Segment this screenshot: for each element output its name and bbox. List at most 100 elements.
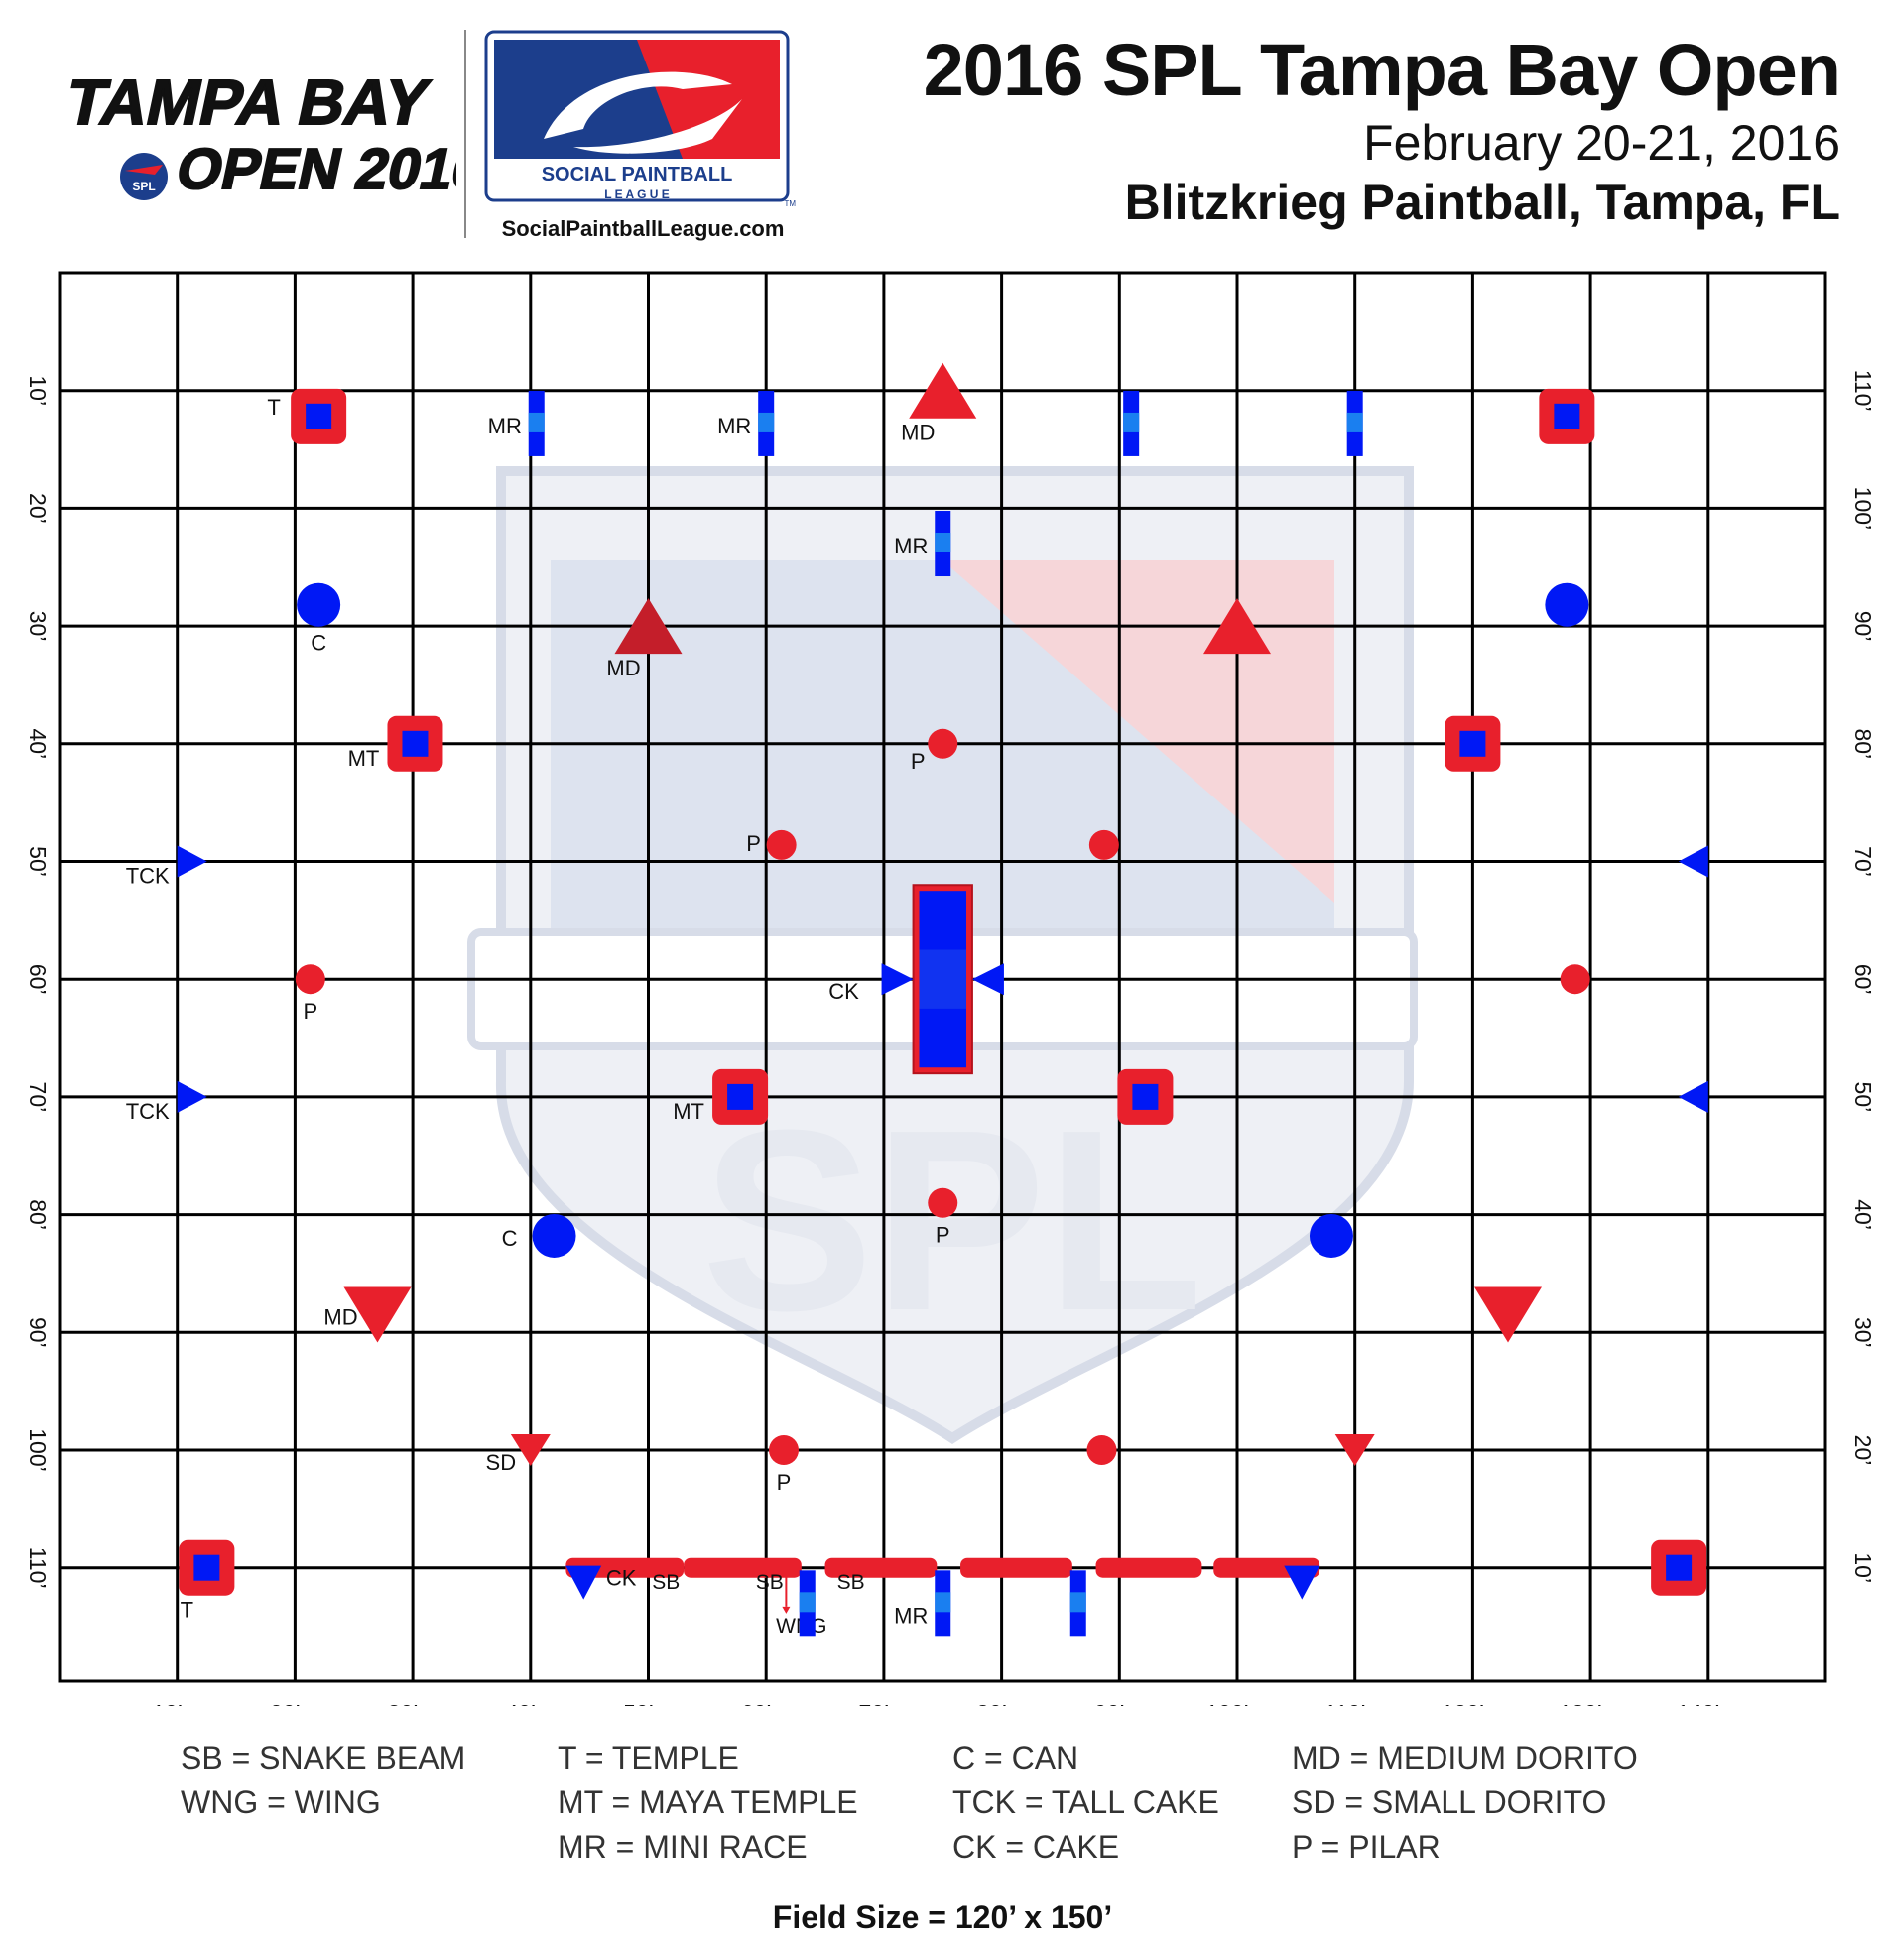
left-tick-label: 80’ — [25, 1199, 51, 1230]
temple-bunker-core — [193, 1554, 220, 1581]
medium-dorito-bunker — [909, 362, 977, 419]
x-tick-label: 50’ — [623, 1700, 654, 1706]
bunker-label: P — [936, 1223, 950, 1248]
legend-item: T = TEMPLE — [558, 1740, 739, 1776]
header-divider — [464, 30, 466, 238]
bunker-label: CK — [606, 1566, 637, 1591]
pillar-bunker — [769, 1435, 800, 1465]
x-tick-label: 140’ — [1677, 1700, 1719, 1706]
svg-text:SOCIAL PAINTBALL: SOCIAL PAINTBALL — [542, 164, 733, 185]
bunker-label: MT — [673, 1099, 704, 1124]
medium-dorito-bunker — [614, 598, 683, 655]
left-tick-label: 10’ — [25, 375, 51, 406]
mini-race-bunker-band — [935, 533, 951, 553]
x-tick-label: 110’ — [1324, 1700, 1366, 1706]
wing-arrowhead-icon — [782, 1606, 791, 1614]
snake-beam-label: SB — [756, 1571, 784, 1594]
legend-item: C = CAN — [952, 1740, 1079, 1776]
bunker-label: P — [746, 831, 761, 856]
snake-beam-label: SB — [837, 1571, 865, 1594]
bunker-label: MR — [894, 1603, 928, 1628]
header: TAMPA BAY OPEN 2016 SPL SOCIAL PAINTBALL… — [0, 0, 1885, 258]
cake-bunker — [881, 963, 914, 996]
mini-race-bunker-band — [1346, 412, 1363, 432]
tall-cake-bunker — [177, 1080, 207, 1113]
x-tick-label: 30’ — [388, 1700, 419, 1706]
right-tick-label: 70’ — [1850, 846, 1876, 877]
x-tick-label: 80’ — [976, 1700, 1007, 1706]
left-tick-label: 70’ — [25, 1082, 51, 1113]
event-dates: February 20-21, 2016 — [1363, 115, 1840, 171]
legend-column-1: SB = SNAKE BEAM WNG = WING — [181, 1736, 465, 1825]
snake-beam-segment — [684, 1557, 802, 1578]
bunker-label: MD — [323, 1304, 357, 1329]
right-tick-label: 90’ — [1850, 611, 1876, 642]
x-tick-label: 10’ — [152, 1700, 183, 1706]
left-tick-label: 60’ — [25, 964, 51, 995]
left-tick-label: 100’ — [25, 1428, 51, 1471]
event-title: 2016 SPL Tampa Bay Open — [923, 29, 1841, 111]
bunker-label: T — [181, 1598, 193, 1623]
bunker-label: MD — [901, 421, 935, 445]
maya-temple-bunker-core — [1459, 730, 1486, 757]
medium-dorito-bunker — [1203, 598, 1271, 655]
x-tick-label: 130’ — [1559, 1700, 1601, 1706]
pillar-bunker — [928, 728, 958, 759]
site-url: SocialPaintballLeague.com — [501, 216, 785, 241]
small-dorito-bunker — [510, 1434, 551, 1466]
svg-text:TM: TM — [784, 199, 796, 208]
can-bunker — [1545, 582, 1589, 627]
bunker-label: TCK — [126, 1099, 170, 1124]
cake-bunker — [1284, 1565, 1320, 1600]
bunker-label: C — [502, 1226, 518, 1251]
bunker-label: CK — [828, 979, 859, 1004]
mini-race-bunker-band — [758, 412, 775, 432]
medium-dorito-bunker — [1474, 1286, 1543, 1343]
snake-beam-label: SB — [652, 1571, 680, 1594]
right-tick-label: 110’ — [1850, 370, 1876, 412]
temple-bunker-core — [1554, 403, 1580, 429]
bunker-label: SD — [486, 1450, 517, 1475]
right-tick-label: 60’ — [1850, 964, 1876, 995]
left-tick-label: 40’ — [25, 728, 51, 759]
tall-cake-bunker — [1678, 845, 1708, 878]
bunker-label: MR — [717, 414, 751, 438]
mini-race-bunker-band — [935, 1592, 951, 1613]
logo-line-1: TAMPA BAY — [61, 66, 436, 138]
field-size-note: Field Size = 120’ x 150’ — [772, 1899, 1113, 1935]
legend-item: CK = CAKE — [952, 1829, 1120, 1865]
legend-column-3: C = CAN TCK = TALL CAKE CK = CAKE — [952, 1736, 1219, 1870]
bunker-label: MT — [348, 746, 380, 771]
legend-column-4: MD = MEDIUM DORITO SD = SMALL DORITO P =… — [1292, 1736, 1638, 1870]
right-tick-label: 20’ — [1850, 1435, 1876, 1466]
x-tick-label: 40’ — [505, 1700, 536, 1706]
temple-bunker-core — [1666, 1554, 1693, 1581]
maya-temple-bunker-core — [402, 730, 429, 757]
mini-race-bunker-band — [1123, 412, 1140, 432]
bunkers: T T MT MT MR MR MR MR C C MD MD MD SD P P P P P TCK TCK CK CK — [126, 362, 1708, 1637]
mini-race-bunker-band — [799, 1592, 816, 1613]
cake-bunker — [566, 1565, 602, 1600]
pillar-bunker — [1086, 1435, 1117, 1465]
mini-race-bunker-band — [1069, 1592, 1086, 1613]
tampa-bay-open-logo: TAMPA BAY OPEN 2016 SPL — [60, 65, 456, 202]
logo-line-2: OPEN 2016 — [172, 138, 456, 201]
legend-item: P = PILAR — [1292, 1829, 1441, 1865]
cake-bunker — [971, 963, 1004, 996]
can-bunker — [297, 582, 341, 627]
spl-badge-icon — [120, 153, 168, 200]
x-tick-label: 60’ — [741, 1700, 772, 1706]
x-tick-label: 70’ — [859, 1700, 890, 1706]
can-bunker — [532, 1213, 576, 1258]
right-tick-label: 10’ — [1850, 1552, 1876, 1583]
left-tick-label: 50’ — [25, 846, 51, 877]
right-tick-label: 100’ — [1850, 487, 1876, 530]
bunker-label: MR — [894, 534, 928, 558]
tall-cake-bunker — [177, 845, 207, 878]
pillar-bunker — [928, 1187, 958, 1218]
snake-beam-segment — [1095, 1557, 1202, 1578]
legend-item: MR = MINI RACE — [558, 1829, 808, 1865]
x-tick-label: 100’ — [1205, 1700, 1248, 1706]
mini-race-bunker-band — [528, 412, 545, 432]
left-tick-label: 20’ — [25, 493, 51, 524]
